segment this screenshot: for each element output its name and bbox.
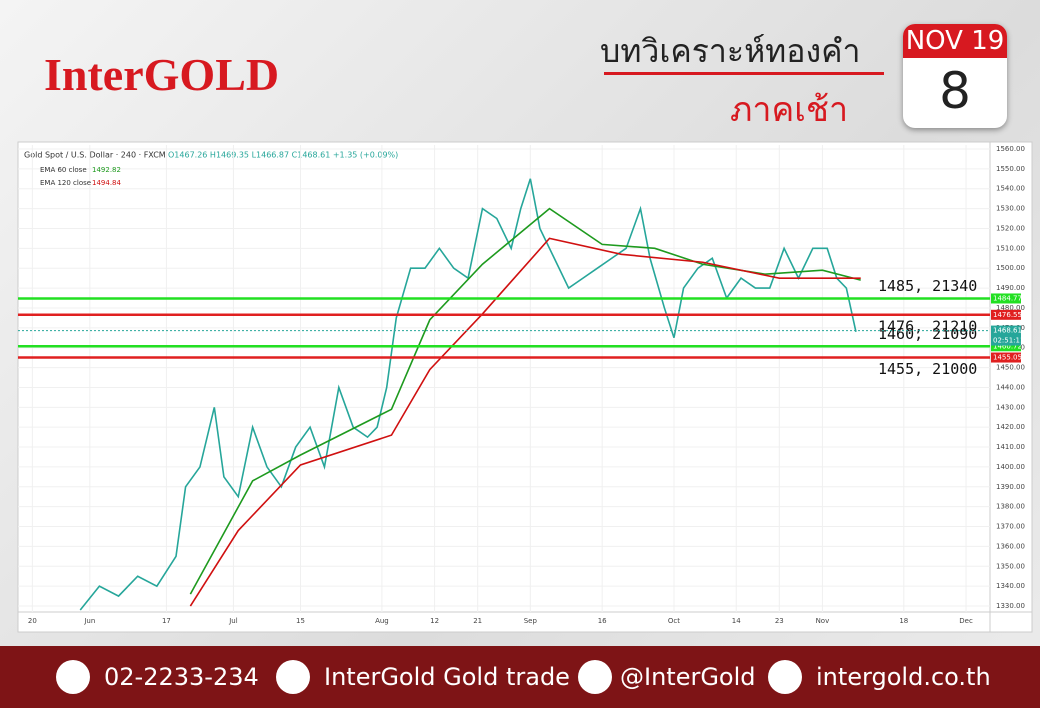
legend-value: 1494.84 <box>92 179 121 187</box>
series-line <box>79 178 857 611</box>
y-tick-label: 1380.00 <box>996 503 1025 511</box>
divider <box>604 72 884 75</box>
legend-entry: EMA 120 close <box>40 179 91 187</box>
countdown: 02:51:11 <box>993 337 1024 345</box>
y-tick-label: 1480.00 <box>996 304 1025 312</box>
series-line <box>189 207 861 595</box>
price-tag-label: 1460.72 <box>993 342 1022 350</box>
title: บทวิเคราะห์ทองคำ <box>600 32 861 70</box>
y-tick-label: 1500.00 <box>996 264 1025 272</box>
price-tag-label: 1468.61 <box>993 327 1022 335</box>
legend-entry: EMA 60 close <box>40 166 87 174</box>
y-tick-label: 1520.00 <box>996 224 1025 232</box>
y-tick-label: 1430.00 <box>996 403 1025 411</box>
ohlc: O1467.26 H1469.35 L1466.87 C1468.61 +1.3… <box>168 151 398 160</box>
calendar: NOV 19 8 <box>903 24 1007 128</box>
phone: 02-2233-234 <box>104 663 259 691</box>
y-tick-label: 1490.00 <box>996 284 1025 292</box>
facebook-icon <box>276 660 310 694</box>
price-tag <box>991 352 1021 363</box>
y-tick-label: 1340.00 <box>996 582 1025 590</box>
y-tick-label: 1390.00 <box>996 483 1025 491</box>
y-tick-label: 1360.00 <box>996 542 1025 550</box>
month: NOV 19 <box>903 24 1007 58</box>
website: intergold.co.th <box>816 663 991 691</box>
brand: InterGOLD <box>44 49 280 100</box>
price-tag-label: 1476.55 <box>993 311 1022 319</box>
y-tick-label: 1440.00 <box>996 383 1025 391</box>
x-tick-label: Jun <box>83 617 95 625</box>
level-label: 1460, 21090 <box>878 325 977 343</box>
chart: Gold Spot / U.S. Dollar · 240 · FXCM O14… <box>17 141 1033 633</box>
y-tick-label: 1450.00 <box>996 364 1025 372</box>
line-icon <box>578 660 612 694</box>
y-tick-label: 1550.00 <box>996 165 1025 173</box>
y-tick-label: 1410.00 <box>996 443 1025 451</box>
x-tick-label: 23 <box>775 617 784 625</box>
x-tick-label: 16 <box>598 617 607 625</box>
x-tick-label: 15 <box>296 617 305 625</box>
price-tag <box>991 341 1021 352</box>
level-label: 1455, 21000 <box>878 360 977 378</box>
subtitle: ภาคเช้า <box>730 90 849 130</box>
y-tick-label: 1420.00 <box>996 423 1025 431</box>
x-tick-label: Sep <box>524 617 538 625</box>
web-icon <box>768 660 802 694</box>
price-tag <box>991 293 1021 304</box>
x-tick-label: 17 <box>162 617 171 625</box>
facebook: InterGold Gold trade <box>324 663 570 691</box>
level-label: 1485, 21340 <box>878 277 977 295</box>
y-tick-label: 1330.00 <box>996 602 1025 610</box>
chart-title: Gold Spot / U.S. Dollar · 240 · FXCM <box>24 151 166 160</box>
y-tick-label: 1400.00 <box>996 463 1025 471</box>
y-tick-label: 1510.00 <box>996 244 1025 252</box>
x-tick-label: Jul <box>228 617 238 625</box>
x-tick-label: 21 <box>473 617 482 625</box>
y-tick-label: 1530.00 <box>996 205 1025 213</box>
price-tag <box>991 309 1021 320</box>
x-tick-label: Aug <box>375 617 389 625</box>
x-tick-label: Nov <box>816 617 830 625</box>
y-tick-label: 1560.00 <box>996 145 1025 153</box>
y-tick-label: 1370.00 <box>996 523 1025 531</box>
x-tick-label: 12 <box>430 617 439 625</box>
price-tag-label: 1484.77 <box>993 294 1022 302</box>
line-id: @InterGold <box>620 663 756 691</box>
y-tick-label: 1350.00 <box>996 562 1025 570</box>
footer: 02-2233-234 InterGold Gold trade @InterG… <box>0 646 1040 708</box>
phone-icon <box>56 660 90 694</box>
x-tick-label: 20 <box>28 617 37 625</box>
legend-value: 1492.82 <box>92 166 121 174</box>
day: 8 <box>939 62 971 120</box>
y-tick-label: 1540.00 <box>996 185 1025 193</box>
x-tick-label: 14 <box>732 617 741 625</box>
price-tag-label: 1455.05 <box>993 354 1022 362</box>
x-tick-label: 18 <box>899 617 908 625</box>
x-tick-label: Oct <box>668 617 680 625</box>
x-tick-label: Dec <box>959 617 973 625</box>
price-tag <box>991 325 1021 346</box>
